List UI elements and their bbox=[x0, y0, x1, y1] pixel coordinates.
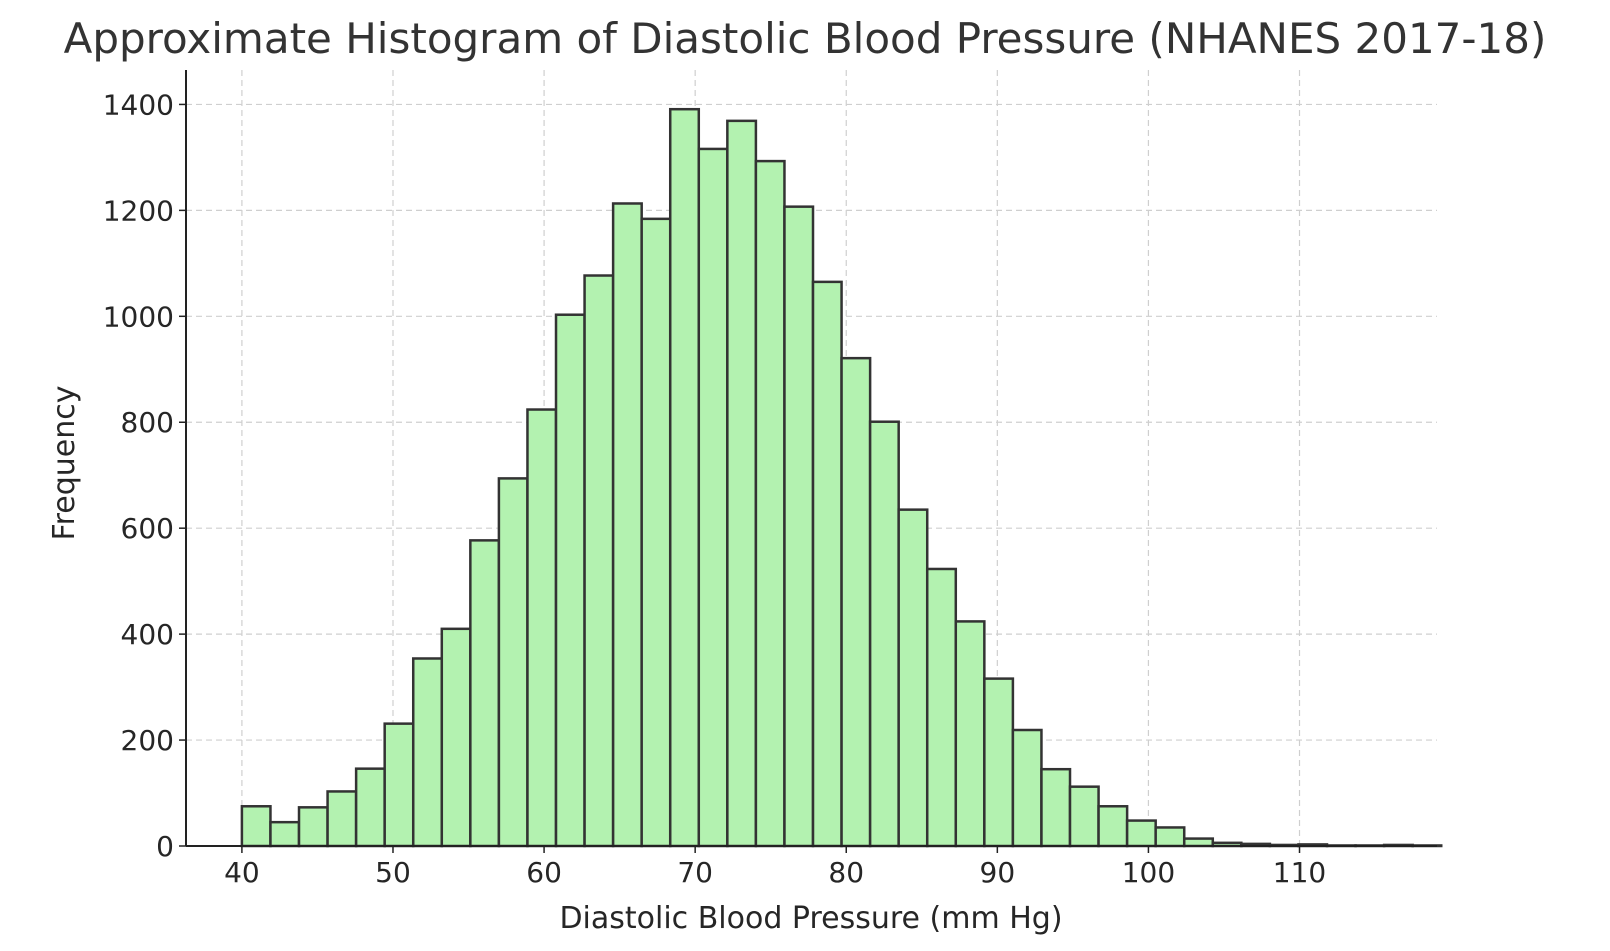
x-tick-label: 110 bbox=[1273, 856, 1326, 889]
histogram-bar bbox=[726, 119, 758, 848]
histogram-bar bbox=[240, 805, 272, 848]
histogram-bar bbox=[297, 806, 329, 848]
histogram-bar bbox=[1182, 837, 1215, 848]
y-tick-label: 1400 bbox=[103, 88, 174, 121]
y-tick-label: 800 bbox=[121, 406, 174, 439]
histogram-bar bbox=[469, 539, 501, 848]
histogram-bar bbox=[326, 790, 358, 848]
histogram-bar bbox=[611, 202, 643, 848]
histogram-bar bbox=[925, 567, 958, 848]
x-axis-label: Diastolic Blood Pressure (mm Hg) bbox=[559, 901, 1062, 936]
histogram-bar bbox=[897, 508, 929, 848]
histogram-bar bbox=[954, 620, 986, 848]
histogram-bar bbox=[868, 420, 900, 848]
bars-layer bbox=[240, 107, 1443, 848]
histogram-bar bbox=[497, 477, 529, 848]
x-tick-label: 60 bbox=[526, 856, 562, 889]
histogram-bar bbox=[411, 657, 444, 848]
histogram-bar bbox=[1154, 826, 1186, 848]
y-tick-label: 200 bbox=[121, 724, 174, 757]
histogram-bar bbox=[354, 767, 386, 848]
histogram-bar bbox=[583, 274, 615, 848]
histogram-bar bbox=[1097, 805, 1129, 848]
x-tick-label: 90 bbox=[980, 856, 1016, 889]
y-tick-label: 1200 bbox=[103, 194, 174, 227]
histogram-bar bbox=[697, 147, 729, 848]
x-tick-label: 50 bbox=[375, 856, 411, 889]
histogram-bar bbox=[668, 107, 701, 848]
y-axis-label: Frequency bbox=[47, 386, 82, 541]
histogram-bar bbox=[1068, 785, 1100, 848]
histogram-bar bbox=[440, 627, 472, 848]
x-tick-label: 70 bbox=[677, 856, 713, 889]
histogram-bar bbox=[526, 408, 558, 848]
histogram-bar bbox=[269, 820, 301, 848]
ticks-layer: 40 50 60 70 80 90 100 110 0 200 400 600 800 1000 1200 1… bbox=[103, 88, 1327, 889]
histogram-bar bbox=[383, 722, 415, 848]
histogram-bar bbox=[983, 677, 1015, 848]
y-tick-label: 0 bbox=[156, 830, 174, 863]
histogram-bar bbox=[1040, 767, 1072, 848]
histogram-bar bbox=[811, 280, 843, 848]
x-tick-label: 40 bbox=[224, 856, 260, 889]
histogram-bar bbox=[840, 356, 872, 848]
histogram-bar bbox=[640, 217, 672, 848]
axes-layer bbox=[185, 70, 1437, 847]
histogram-bar bbox=[754, 159, 786, 848]
histogram-bar bbox=[554, 313, 586, 848]
histogram-bar bbox=[783, 205, 815, 848]
x-tick-label: 80 bbox=[828, 856, 864, 889]
histogram-bar bbox=[1125, 819, 1157, 848]
y-tick-label: 400 bbox=[121, 618, 174, 651]
chart-title: Approximate Histogram of Diastolic Blood… bbox=[64, 14, 1547, 63]
x-tick-label: 100 bbox=[1122, 856, 1175, 889]
y-tick-label: 600 bbox=[121, 512, 174, 545]
y-tick-label: 1000 bbox=[103, 300, 174, 333]
histogram-bar bbox=[1011, 728, 1043, 848]
